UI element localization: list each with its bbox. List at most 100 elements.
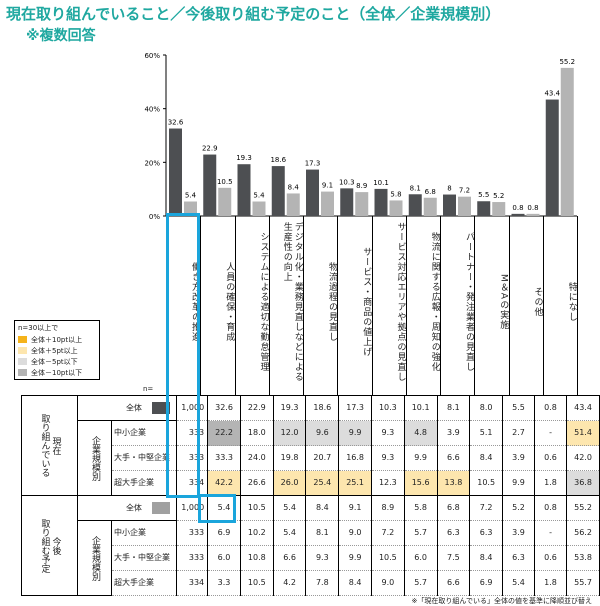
value-cell: 8.4 <box>469 445 504 471</box>
value-cell: 6.3 <box>502 545 536 571</box>
value-cell: 22.2 <box>207 420 241 446</box>
value-cell: 10.1 <box>403 395 438 421</box>
value-cell: 1.8 <box>534 570 568 596</box>
legend-label: 全体＋10pt以上 <box>31 335 83 344</box>
row-name: 超大手企業 <box>111 570 177 596</box>
value-cell: 9.1 <box>338 495 372 521</box>
bar-future <box>286 193 300 216</box>
bar-current <box>271 166 285 216</box>
column-divider <box>371 216 373 396</box>
subgroup-label: 企業規模別 <box>90 435 100 481</box>
value-cell: 9.0 <box>338 520 372 546</box>
value-cell: 10.5 <box>469 470 504 496</box>
value-cell: 43.4 <box>566 395 600 421</box>
bar-label-future: 8.4 <box>288 183 300 191</box>
category-label: 働き方改革の推進 <box>190 262 200 342</box>
bar-future <box>492 202 506 216</box>
value-cell: 7.2 <box>370 520 405 546</box>
legend-label: 全体＋5pt以上 <box>31 346 78 355</box>
value-cell: 42.2 <box>207 470 241 496</box>
value-cell: - <box>534 420 568 446</box>
column-divider <box>303 216 304 396</box>
table-row: 今後 取り組む予定 全体 1,000 5.4 10.5 5.4 8.4 9.1 8.9 5.8 6.… <box>21 495 600 596</box>
bar-current <box>545 99 559 216</box>
category-label: M＆Aの実施 <box>498 274 509 330</box>
table-row: 超大手企業 334 3.3 10.5 4.2 7.8 8.4 9.0 5.7 6.6 6.9 5.4 1… <box>22 570 600 596</box>
value-cell: 32.6 <box>207 395 241 421</box>
n-cell: 1,000 <box>175 495 209 521</box>
bar-future <box>560 67 574 216</box>
value-cell: 5.2 <box>502 495 536 521</box>
group-label-cell: 今後 取り組む予定 <box>21 495 78 596</box>
value-cell: 10.5 <box>239 570 274 596</box>
value-cell: 4.2 <box>272 570 307 596</box>
bar-current <box>477 201 491 216</box>
value-cell: 6.9 <box>469 570 504 596</box>
bar-label-future: 8.9 <box>356 182 367 190</box>
value-cell: 9.9 <box>403 445 438 471</box>
n-cell: 333 <box>175 445 209 471</box>
value-cell: 9.9 <box>338 545 372 571</box>
highlight-box-column <box>166 213 200 498</box>
value-cell: 9.9 <box>338 420 372 446</box>
bar-chart: 0% 20% 40% 60% 32.6 5.4 22.9 10.5 19.3 5.4 18.6 8.4… <box>144 52 577 221</box>
value-cell: 4.8 <box>403 420 438 446</box>
bar-label-future: 5.4 <box>185 192 197 200</box>
n-cell: 333 <box>175 520 209 546</box>
value-cell: 3.9 <box>502 445 536 471</box>
column-divider <box>200 216 202 396</box>
legend-label: 全体－10pt以下 <box>31 368 83 377</box>
bar-label-current: 8 <box>447 185 451 193</box>
value-cell: 6.6 <box>272 545 307 571</box>
value-cell: 7.8 <box>305 570 340 596</box>
value-cell: 2.7 <box>502 420 536 446</box>
column-divider <box>577 216 578 396</box>
column-divider <box>474 216 476 396</box>
legend-item: 全体－10pt以下 <box>18 367 96 378</box>
legend-item: 全体＋10pt以上 <box>18 334 96 345</box>
value-cell: 36.8 <box>566 470 600 496</box>
value-cell: - <box>534 520 568 546</box>
legend-item: 全体－5pt以下 <box>18 356 96 367</box>
n-cell: 334 <box>175 570 209 596</box>
table-row: 現在 取り組んでいる 全体 1,000 32.6 22.9 19.3 18.6 17.3 10.… <box>21 395 600 496</box>
bar-label-current: 18.6 <box>270 156 286 164</box>
category-label: 人員の確保・育成 <box>224 262 235 342</box>
group-label-cell: 現在 取り組んでいる <box>21 395 78 496</box>
value-cell: 26.6 <box>239 470 274 496</box>
value-cell: 8.4 <box>305 495 340 521</box>
table-row: 超大手企業 334 42.2 26.6 26.0 25.4 25.1 12.3 15.6 13.8… <box>22 470 600 496</box>
category-label: サービス・商品の値上げ <box>361 247 372 357</box>
bar-label-future: 0.8 <box>527 204 538 212</box>
row-name: 大手・中堅企業 <box>111 445 177 471</box>
value-cell: 8.4 <box>338 570 372 596</box>
value-cell: 5.1 <box>469 420 504 446</box>
value-cell: 8.1 <box>436 395 471 421</box>
bar-future <box>458 196 471 216</box>
value-cell: 18.6 <box>305 395 340 421</box>
y-tick-label: 20% <box>144 159 160 167</box>
bar-label-future: 5.4 <box>253 192 265 200</box>
bar-label-current: 19.3 <box>236 154 252 162</box>
bar-current <box>237 164 251 216</box>
group-label: 今後 取り組む予定 <box>39 518 61 573</box>
y-tick-label: 60% <box>144 52 160 60</box>
value-cell: 24.0 <box>239 445 274 471</box>
value-cell: 26.0 <box>272 470 307 496</box>
value-cell: 3.9 <box>502 520 536 546</box>
bar-label-current: 0.8 <box>512 204 523 212</box>
bar-current <box>443 194 456 216</box>
data-table: 現在 取り組んでいる 全体 1,000 32.6 22.9 19.3 18.6 17.3 10.… <box>21 395 600 596</box>
category-label: その他 <box>532 287 543 317</box>
value-cell: 6.9 <box>207 520 241 546</box>
series-swatch <box>151 502 170 514</box>
legend-swatch <box>18 369 27 376</box>
bar-future <box>423 197 437 216</box>
bar-current <box>511 213 525 216</box>
table-row: 企業規模別 中小企業 333 22.2 18.0 12.0 9.6 9.9 9.3 4.8 3.9 5… <box>22 420 600 496</box>
bar-label-future: 5.8 <box>390 190 401 198</box>
legend-label: 全体－5pt以下 <box>31 357 78 366</box>
row-name: 全体 <box>125 403 142 413</box>
value-cell: 19.8 <box>272 445 307 471</box>
bar-label-future: 9.1 <box>322 182 333 190</box>
